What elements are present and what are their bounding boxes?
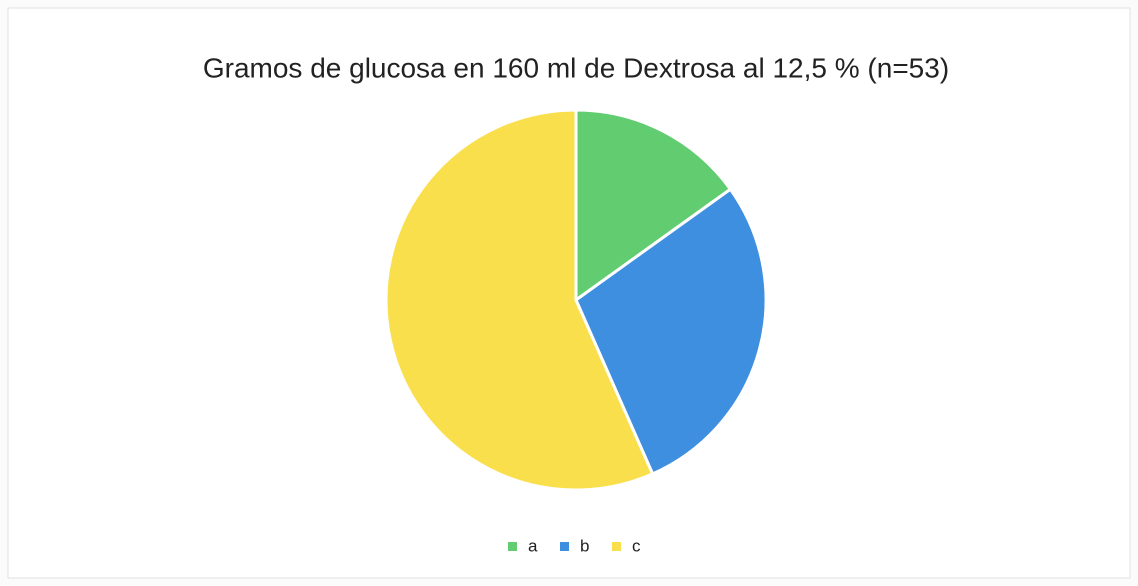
pie-slice [574,187,768,476]
pie [384,108,768,492]
legend: a b c [508,536,641,555]
legend-label: b [580,536,589,555]
legend-swatch [612,542,621,551]
chart-title: Gramos de glucosa en 160 ml de Dextrosa … [203,52,949,83]
pie-slice [384,108,655,492]
legend-swatch [560,542,569,551]
legend-label: c [632,536,641,555]
legend-swatch [508,542,517,551]
legend-label: a [528,536,538,555]
pie-slice [574,108,733,303]
